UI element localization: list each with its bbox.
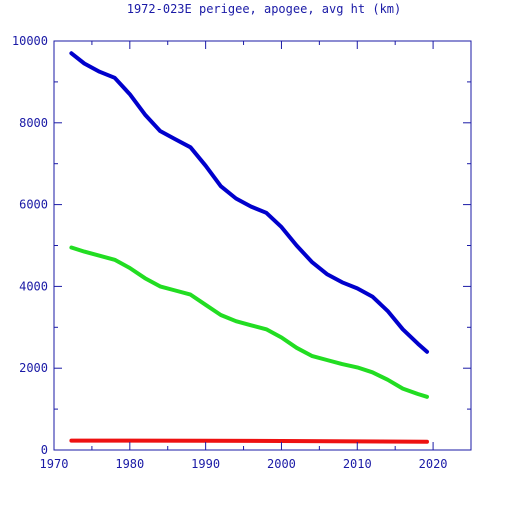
- x-tick-label: 2000: [267, 457, 296, 471]
- x-tick-label: 2010: [343, 457, 372, 471]
- y-tick-label: 4000: [19, 279, 48, 293]
- x-tick-label: 1990: [191, 457, 220, 471]
- x-tick-label: 2020: [419, 457, 448, 471]
- y-tick-label: 6000: [19, 198, 48, 212]
- y-tick-label: 8000: [19, 116, 48, 130]
- series-line-3: [69, 438, 429, 444]
- series-layer: [69, 51, 429, 444]
- x-tick-label: 1970: [40, 457, 69, 471]
- x-tick-label: 1980: [115, 457, 144, 471]
- y-tick-label: 0: [41, 443, 48, 457]
- tick-layer: 1970 1980 1990 2000 2010 2020 0 2000 4000 6000 800…: [12, 34, 472, 471]
- chart-title: 1972-023E perigee, apogee, avg ht (km): [127, 2, 402, 16]
- series-line-2: [69, 245, 429, 399]
- series-line-1: [69, 51, 429, 354]
- y-tick-label: 2000: [19, 361, 48, 375]
- y-tick-label: 10000: [12, 34, 48, 48]
